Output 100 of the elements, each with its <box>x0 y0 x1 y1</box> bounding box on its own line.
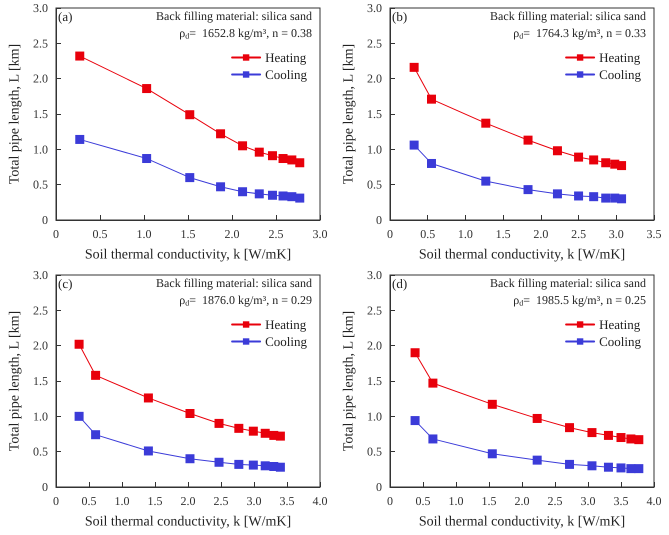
x-tick-label: 1.0 <box>136 227 152 241</box>
point <box>268 190 277 200</box>
x-tick-label: 2.5 <box>571 227 586 241</box>
annotation: Back filling material: silica sand <box>156 276 312 290</box>
legend-label: Cooling <box>599 67 642 82</box>
point <box>589 192 598 202</box>
legend-label: Heating <box>265 50 307 65</box>
legend-label: Heating <box>265 317 307 332</box>
x-tick-label: 1.5 <box>482 494 496 508</box>
y-tick-label: 1.5 <box>33 107 48 121</box>
point <box>410 62 419 72</box>
point <box>234 424 244 433</box>
point <box>617 194 626 204</box>
annotation: Back filling material: silica sand <box>490 276 646 290</box>
point <box>260 428 270 438</box>
point <box>216 129 226 138</box>
point <box>214 418 224 428</box>
x-tick-label: 3.0 <box>608 227 624 241</box>
point <box>601 194 610 203</box>
y-tick-label: 1.0 <box>33 409 48 424</box>
x-tick-label: 2.5 <box>268 227 284 241</box>
point <box>410 140 419 150</box>
x-tick-label: 3.0 <box>312 227 328 241</box>
point <box>254 148 264 157</box>
point <box>604 462 613 472</box>
y-tick-label: 1.5 <box>33 374 48 388</box>
x-tick-label: 1.5 <box>148 494 162 508</box>
point <box>74 412 84 421</box>
point <box>617 161 626 170</box>
y-axis-title: Total pipe length, L [km] <box>342 44 356 184</box>
y-tick-label: 3.0 <box>367 1 382 15</box>
y-tick-label: 2.0 <box>33 72 48 86</box>
y-tick-label: 3.0 <box>33 268 48 282</box>
point <box>287 155 296 164</box>
x-tick-label: 1.0 <box>448 494 464 508</box>
y-tick-label: 2.0 <box>33 338 48 353</box>
point <box>238 141 248 150</box>
point <box>214 458 224 467</box>
point <box>488 400 497 409</box>
x-tick-label: 0 <box>53 227 59 241</box>
x-tick-label: 3.5 <box>614 494 628 508</box>
point <box>248 426 258 436</box>
x-tick-label: 1.0 <box>458 227 473 241</box>
x-tick-label: 4.0 <box>646 494 662 508</box>
point <box>587 428 596 438</box>
y-tick-label: 0.5 <box>367 444 382 459</box>
point <box>616 463 626 472</box>
y-tick-label: 0.5 <box>33 444 48 459</box>
point <box>426 94 436 104</box>
point <box>565 423 574 432</box>
point <box>248 460 258 470</box>
point <box>532 456 542 465</box>
x-axis-title: Soil thermal conductivity, k [W/mK] <box>84 248 292 262</box>
point <box>634 464 644 474</box>
x-tick-label: 1.5 <box>180 227 196 241</box>
point <box>142 84 152 94</box>
point <box>634 435 644 444</box>
point <box>254 189 264 198</box>
annotation: (a) <box>58 9 72 24</box>
point <box>410 416 420 426</box>
point <box>604 430 613 440</box>
y-tick-label: 2.0 <box>367 338 382 353</box>
x-tick-label: 3.5 <box>646 227 662 241</box>
y-tick-label: 2.5 <box>367 36 382 50</box>
x-tick-label: 0.5 <box>416 494 430 508</box>
y-tick-label: 1.0 <box>33 142 48 156</box>
point <box>488 449 497 458</box>
point <box>75 134 84 144</box>
point <box>142 154 152 164</box>
point <box>552 189 562 198</box>
point <box>216 182 226 192</box>
point <box>144 393 153 402</box>
point <box>268 151 277 160</box>
point <box>524 136 533 145</box>
point <box>91 370 100 380</box>
y-tick-label: 0 <box>376 480 382 494</box>
annotation: Back filling material: silica sand <box>490 9 646 23</box>
point <box>276 462 285 472</box>
point <box>91 430 100 440</box>
x-tick-label: 0 <box>387 494 393 508</box>
y-tick-label: 1.5 <box>367 107 382 121</box>
x-tick-label: 4.0 <box>312 494 328 508</box>
y-axis-title: Total pipe length, L [km] <box>342 310 356 452</box>
x-axis-title: Soil thermal conductivity, k [W/mK] <box>418 514 626 530</box>
legend-label: Cooling <box>265 334 308 349</box>
point <box>616 433 626 442</box>
y-tick-label: 2.5 <box>33 303 48 318</box>
y-tick-label: 0.5 <box>367 178 382 192</box>
point <box>295 158 304 168</box>
y-tick-label: 0 <box>42 480 48 494</box>
y-tick-label: 3.0 <box>33 1 48 15</box>
x-tick-label: 2.0 <box>180 494 196 508</box>
x-tick-label: 3.0 <box>580 494 596 508</box>
legend-label: Cooling <box>265 67 308 82</box>
point <box>276 432 285 441</box>
point <box>426 158 436 168</box>
y-tick-label: 3.0 <box>367 268 382 282</box>
x-tick-label: 2.5 <box>214 494 228 508</box>
y-tick-label: 0 <box>42 213 48 227</box>
x-tick-label: 0.5 <box>92 227 108 241</box>
